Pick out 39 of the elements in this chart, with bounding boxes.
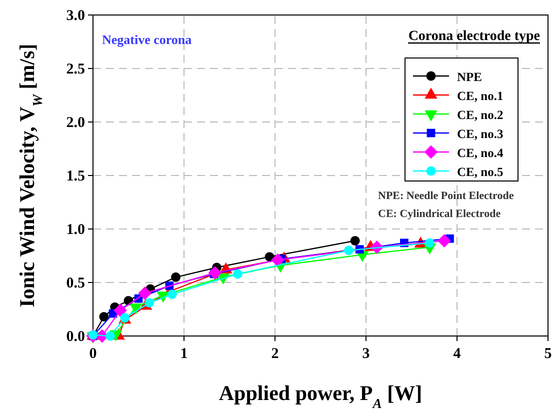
x-tick-label: 5 [544, 346, 552, 362]
point [144, 298, 154, 308]
x-tick-label: 1 [180, 346, 188, 362]
legend-title: Corona electrode type [408, 29, 540, 44]
legend-label: CE, no.5 [457, 165, 504, 179]
y-tick-label: 2.0 [66, 115, 85, 131]
y-tick-label: 0.5 [66, 276, 85, 292]
y-tick-label: 1.5 [66, 168, 85, 184]
x-axis-title: Applied power, P$_{A}$ [W] [218, 381, 422, 410]
y-tick-label: 0.0 [66, 329, 85, 345]
point [424, 238, 434, 248]
legend-label: CE, no.1 [457, 89, 504, 103]
x-tick-label: 4 [453, 346, 462, 362]
point [271, 253, 284, 267]
point [171, 272, 181, 282]
point [99, 312, 109, 322]
point [167, 290, 177, 299]
legend-label: NPE [457, 70, 482, 84]
legend-label: CE, no.2 [457, 108, 504, 122]
point [232, 269, 242, 279]
point [438, 234, 451, 248]
y-tick-label: 2.5 [66, 62, 85, 78]
point [208, 266, 222, 280]
point [114, 304, 127, 318]
legend-label: CE, no.4 [457, 146, 504, 160]
x-tick-label: 0 [89, 346, 97, 362]
annotation: CE: Cylindrical Electrode [378, 208, 501, 220]
point [344, 246, 354, 256]
y-tick-label: 1.0 [66, 222, 85, 238]
x-tick-label: 2 [271, 346, 279, 362]
x-tick-label: 3 [362, 346, 370, 362]
legend-label: CE, no.3 [457, 127, 504, 141]
point [138, 286, 152, 300]
point [106, 331, 116, 341]
annotation: NPE: Needle Point Electrode [378, 190, 514, 202]
y-tick-label: 3.0 [66, 8, 85, 24]
point [264, 252, 274, 262]
point [350, 236, 360, 246]
annotation: Negative corona [102, 32, 192, 47]
